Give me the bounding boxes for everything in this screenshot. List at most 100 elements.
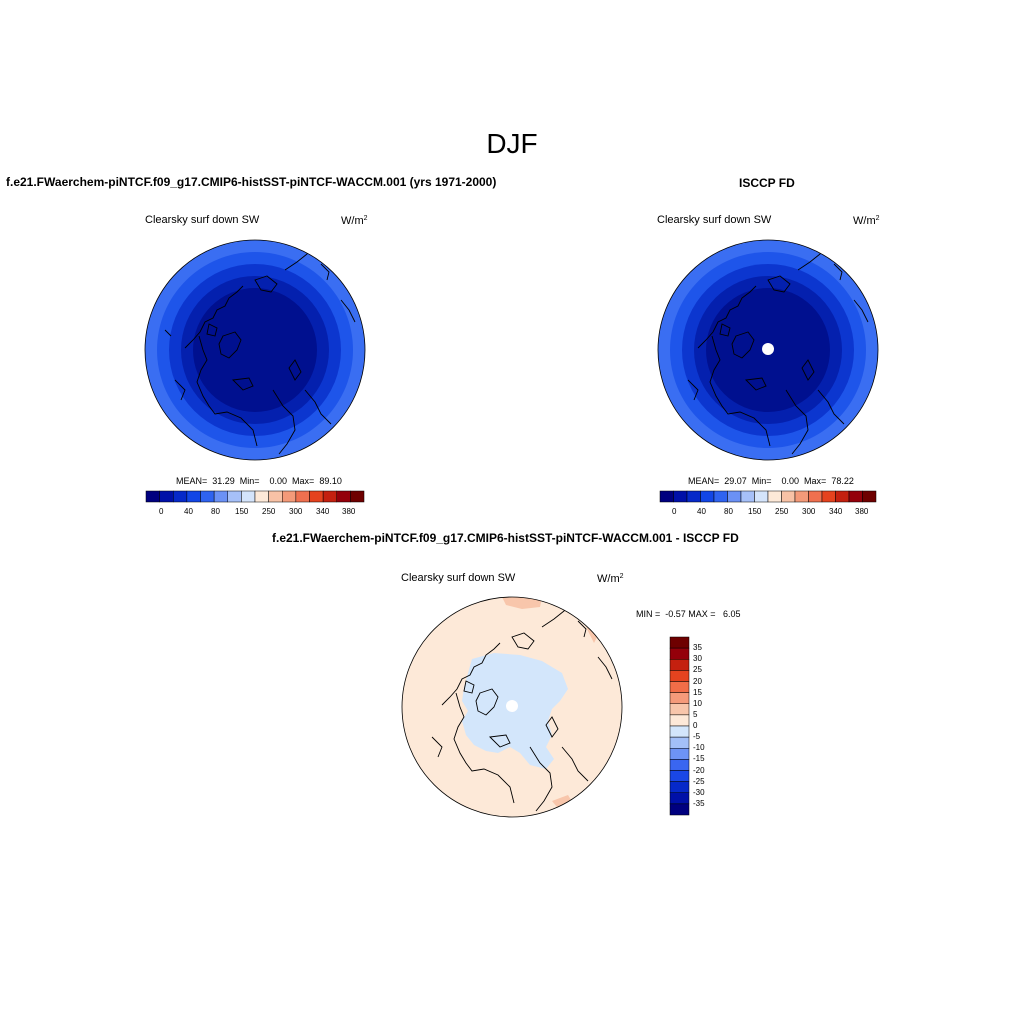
strong-positive-patch: [502, 597, 542, 609]
colorbar-bin: [322, 490, 338, 503]
colorbar-tick: 35: [693, 643, 702, 653]
colorbar-tick: -20: [693, 765, 705, 775]
colorbar-bin: [282, 490, 297, 503]
colorbar-bin: [835, 490, 850, 503]
colorbar-tick: 0: [159, 507, 164, 516]
colorbar-bin: [213, 490, 229, 503]
colorbar-bin: [669, 759, 690, 771]
colorbar-bin: [241, 490, 256, 503]
colorbar-bin: [700, 490, 715, 503]
colorbar-tick: 380: [342, 507, 356, 516]
panel-1-title: f.e21.FWaerchem-piNTCF.f09_g17.CMIP6-his…: [6, 175, 497, 189]
colorbar-bin: [336, 490, 351, 503]
colorbar-bin: [268, 490, 283, 503]
colorbar-tick: 25: [693, 665, 702, 675]
colorbar-tick: 300: [802, 507, 816, 516]
colorbar-tick: -10: [693, 743, 705, 753]
colorbar-tick: 250: [262, 507, 276, 516]
colorbar-tick: 10: [693, 698, 702, 708]
pole-missing-data: [762, 343, 774, 355]
colorbar-bin: [727, 490, 742, 503]
panel-2-colorbar: [659, 490, 877, 503]
colorbar-tick: -5: [693, 732, 701, 742]
colorbar-bin: [781, 490, 796, 503]
colorbar-bin: [669, 748, 690, 760]
colorbar-bin: [669, 703, 690, 716]
colorbar-bin: [686, 490, 701, 503]
pole-missing-data: [506, 700, 518, 712]
colorbar-bin: [309, 490, 324, 503]
colorbar-tick: 150: [748, 507, 762, 516]
colorbar-tick: 0: [672, 507, 677, 516]
colorbar-bin: [669, 781, 690, 794]
colorbar-bin: [145, 490, 160, 503]
colorbar-tick: 300: [289, 507, 303, 516]
panel-2-variable-label: Clearsky surf down SW: [657, 214, 772, 226]
difference-colorbar: [669, 636, 690, 816]
difference-variable-label: Clearsky surf down SW: [401, 572, 516, 584]
difference-stats: MIN = -0.57 MAX = 6.05: [636, 609, 741, 619]
colorbar-bin: [159, 490, 174, 503]
colorbar-bin: [794, 490, 809, 503]
difference-polar-map: [401, 596, 623, 818]
colorbar-bin: [808, 490, 823, 503]
colorbar-bin: [173, 490, 188, 503]
panel-2-polar-map: [657, 239, 879, 461]
colorbar-bin: [673, 490, 688, 503]
panel-1-stats: MEAN= 31.29 Min= 0.00 Max= 89.10: [176, 476, 342, 486]
colorbar-bin: [740, 490, 755, 503]
colorbar-bin: [754, 490, 769, 503]
colorbar-bin: [186, 490, 201, 503]
colorbar-bin: [669, 803, 690, 816]
colorbar-bin: [659, 490, 674, 503]
colorbar-bin: [669, 681, 690, 693]
colorbar-bin: [713, 490, 728, 503]
colorbar-tick: 40: [184, 507, 193, 516]
colorbar-tick: 80: [211, 507, 220, 516]
colorbar-bin: [848, 490, 863, 503]
colorbar-bin: [669, 636, 690, 649]
panel-2-units: W/m2: [853, 215, 880, 227]
colorbar-tick: 20: [693, 676, 702, 686]
colorbar-bin: [669, 725, 690, 738]
colorbar-bin: [254, 490, 269, 503]
colorbar-tick: 380: [855, 507, 869, 516]
colorbar-tick: 340: [829, 507, 843, 516]
colorbar-bin: [669, 647, 690, 660]
colorbar-tick: -30: [693, 787, 705, 797]
difference-title: f.e21.FWaerchem-piNTCF.f09_g17.CMIP6-his…: [272, 531, 739, 545]
colorbar-bin: [200, 490, 215, 503]
ring-band: [193, 288, 317, 412]
colorbar-bin: [669, 659, 690, 671]
page-title: DJF: [486, 128, 538, 159]
panel-1-polar-map: [144, 239, 366, 461]
colorbar-bin: [669, 692, 690, 705]
colorbar-bin: [821, 490, 836, 503]
strong-positive-patch: [586, 627, 598, 643]
panel-1-variable-label: Clearsky surf down SW: [145, 214, 260, 226]
colorbar-tick: 150: [235, 507, 249, 516]
colorbar-bin: [767, 490, 782, 503]
colorbar-bin: [350, 490, 365, 503]
colorbar-tick: -15: [693, 754, 705, 764]
colorbar-tick: 40: [697, 507, 706, 516]
colorbar-tick: 80: [724, 507, 733, 516]
colorbar-tick: -25: [693, 776, 705, 786]
colorbar-tick: 0: [693, 721, 698, 730]
colorbar-bin: [227, 490, 242, 503]
colorbar-bin: [862, 490, 877, 503]
colorbar-bin: [669, 714, 690, 727]
coastline: [431, 602, 613, 812]
colorbar-bin: [669, 792, 690, 805]
panel-1-colorbar: [145, 490, 365, 503]
colorbar-tick: 5: [693, 709, 698, 719]
colorbar-bin: [295, 490, 310, 503]
colorbar-tick: 250: [775, 507, 789, 516]
panel-2-stats: MEAN= 29.07 Min= 0.00 Max= 78.22: [688, 476, 854, 486]
colorbar-tick: -35: [693, 798, 705, 808]
colorbar-tick: 30: [693, 654, 702, 664]
colorbar-bin: [669, 670, 690, 682]
colorbar-tick: 15: [693, 687, 702, 697]
colorbar-tick: 340: [316, 507, 330, 516]
panel-1-units: W/m2: [341, 215, 368, 227]
